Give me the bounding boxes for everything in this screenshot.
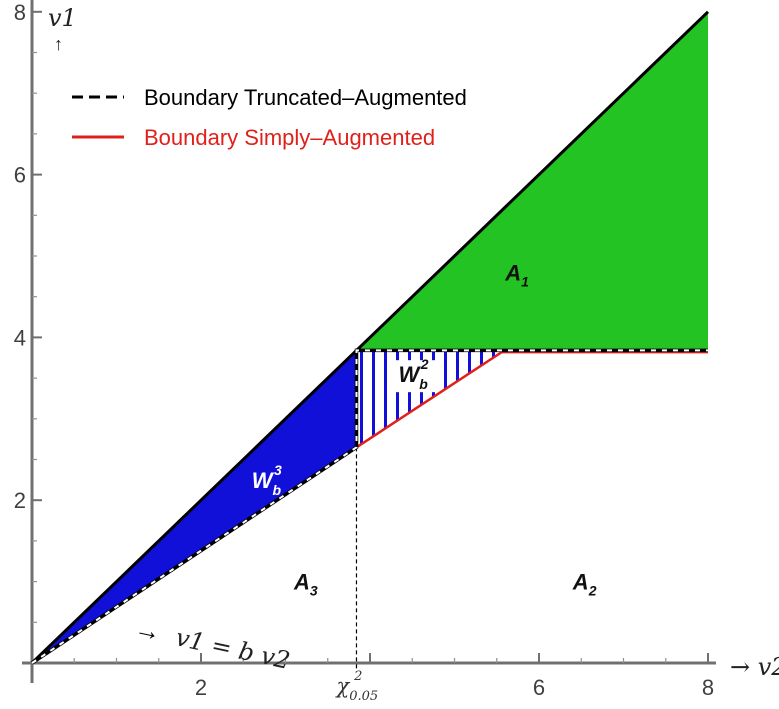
- region-w2-label: Wb2: [394, 356, 439, 393]
- diagonal-boundary-line: [30, 10, 710, 665]
- region-w3-label: Wb3: [252, 462, 282, 498]
- region-a2-label: A2: [572, 570, 597, 599]
- region-a3-label: A3: [293, 570, 318, 599]
- chi-square-tick-label: χ0.052: [334, 669, 378, 704]
- x-axis-label: → v2: [730, 653, 779, 681]
- y-tick-label: 4: [14, 325, 26, 350]
- equation-arrow: →: [132, 613, 164, 648]
- y-tick-label: 2: [14, 488, 26, 513]
- x-tick-label: 6: [533, 675, 545, 700]
- diagonal-equation-annotation: → v1 = b v2: [132, 613, 292, 675]
- legend-label-simply: Boundary Simply–Augmented: [144, 125, 435, 150]
- y-tick-label: 6: [14, 163, 26, 188]
- y-axis-label: v1: [48, 4, 77, 32]
- x-tick-label: 2: [195, 675, 207, 700]
- equation-text: v1 = b v2: [173, 623, 292, 675]
- x-tick-label: 8: [702, 675, 714, 700]
- y-axis-ticks: 2 4 6 8: [14, 0, 42, 623]
- y-tick-label: 8: [14, 0, 26, 25]
- legend: Boundary Truncated–Augmented Boundary Si…: [72, 85, 467, 150]
- x-axis-ticks: 2 6 8: [73, 653, 714, 700]
- truncated-augmented-boundary-line: [31, 349, 708, 664]
- region-a1-label: A1: [504, 260, 529, 289]
- y-axis-arrow: ↑: [54, 34, 63, 54]
- svg-text:Wb2: Wb2: [398, 356, 428, 392]
- legend-label-truncated: Boundary Truncated–Augmented: [144, 85, 467, 110]
